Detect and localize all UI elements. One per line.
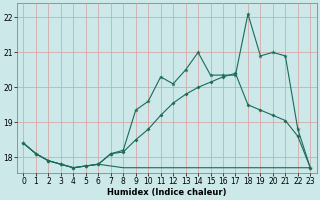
X-axis label: Humidex (Indice chaleur): Humidex (Indice chaleur) [107, 188, 227, 197]
